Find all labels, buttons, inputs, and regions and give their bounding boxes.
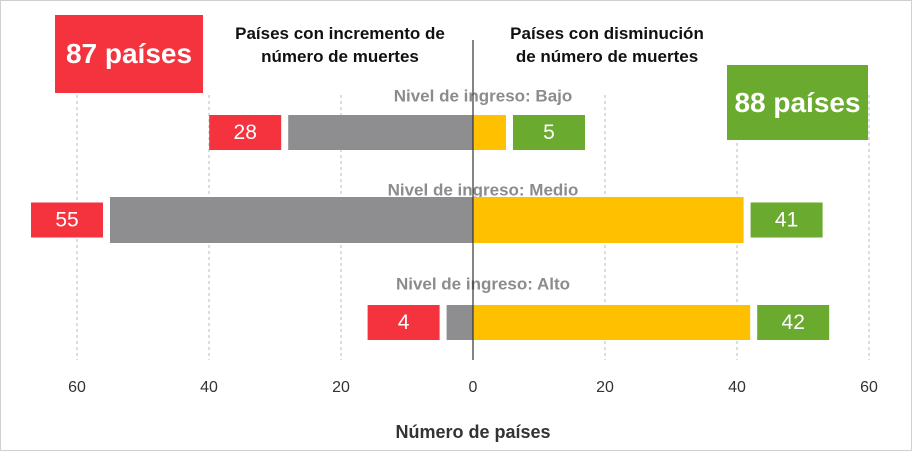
value-label: 28 <box>234 121 257 144</box>
series-header: Países con disminución de número de muer… <box>510 24 704 66</box>
category-label: Nivel de ingreso: Bajo <box>394 86 573 105</box>
category-label: Nivel de ingreso: Alto <box>396 274 570 293</box>
bar <box>110 197 473 243</box>
series-header: Países con incremento de número de muert… <box>235 24 445 66</box>
category-label: Nivel de ingreso: Medio <box>388 180 579 199</box>
bar <box>473 305 751 340</box>
value-label-box <box>757 305 830 340</box>
x-tick-label: 60 <box>68 379 86 396</box>
value-label-box <box>750 202 823 238</box>
bar <box>288 115 473 150</box>
x-tick-label: 20 <box>332 379 350 396</box>
x-tick-label: 0 <box>469 379 478 396</box>
value-label: 42 <box>782 311 805 334</box>
x-tick-label: 20 <box>596 379 614 396</box>
bar <box>473 115 506 150</box>
x-tick-label: 40 <box>200 379 218 396</box>
value-label-box <box>367 305 440 340</box>
x-axis-label: Número de países <box>395 422 550 442</box>
annotation: 87 países <box>55 15 203 93</box>
x-tick-label: 60 <box>860 379 878 396</box>
value-label-box <box>513 115 585 150</box>
value-label: 5 <box>543 121 555 144</box>
annotation: 88 países <box>727 65 868 140</box>
value-label: 4 <box>398 311 410 334</box>
bar <box>473 197 744 243</box>
value-label-box <box>209 115 282 150</box>
value-label-box <box>31 202 103 238</box>
value-label: 41 <box>775 209 798 232</box>
x-tick-label: 40 <box>728 379 746 396</box>
value-label: 55 <box>55 209 78 232</box>
bar <box>446 305 473 340</box>
